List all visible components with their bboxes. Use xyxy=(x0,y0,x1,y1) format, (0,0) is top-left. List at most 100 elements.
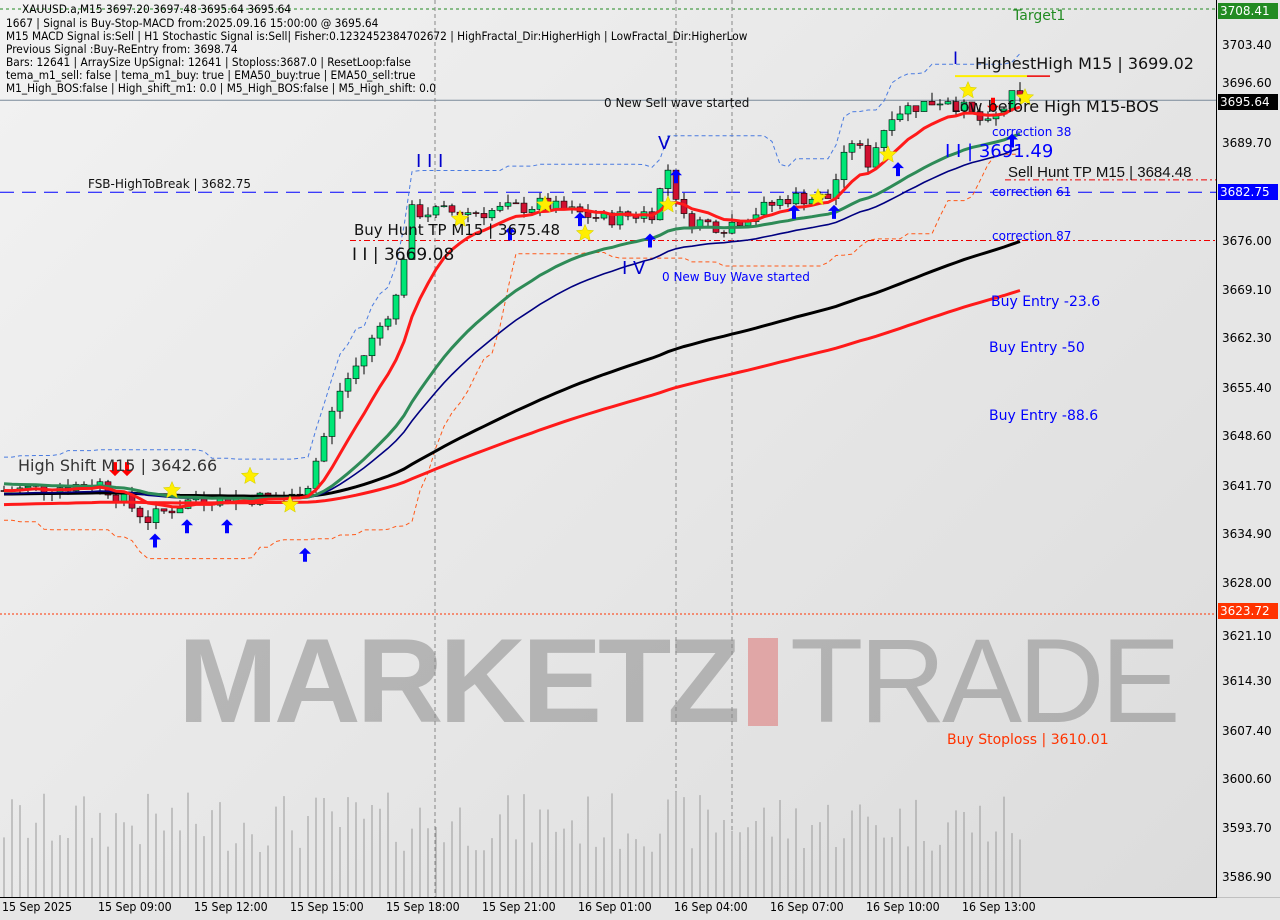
price-tick-label: 3634.90 xyxy=(1222,527,1272,542)
new-sell-wave-label: 0 New Sell wave started xyxy=(604,96,750,110)
new-buy-wave-label: 0 New Buy Wave started xyxy=(662,270,810,284)
candle-body xyxy=(904,105,912,115)
candle-body xyxy=(720,232,728,234)
price-tick-label: 3655.40 xyxy=(1222,380,1272,395)
wave-iii-label: I I I xyxy=(416,151,444,172)
price-tick-label: 3662.30 xyxy=(1222,331,1272,346)
candle-body xyxy=(392,294,400,320)
buy-entry-23-label: Buy Entry -23.6 xyxy=(991,294,1101,310)
wave-ii-left-label: I I | 3669.08 xyxy=(352,245,455,265)
candle-body xyxy=(688,213,696,229)
candle-body xyxy=(792,192,800,205)
signal-star-icon xyxy=(1015,87,1035,106)
candle-body xyxy=(400,259,408,296)
candle-body xyxy=(856,143,864,146)
buy-arrow-icon xyxy=(892,162,904,177)
target1-label: Target1 xyxy=(1013,8,1066,24)
signal-star-icon xyxy=(658,195,678,213)
candle-body xyxy=(328,410,336,437)
price-tick-label: 3696.60 xyxy=(1222,76,1272,91)
buy-stoploss-label: Buy Stoploss | 3610.01 xyxy=(947,732,1109,748)
buy-arrow-icon xyxy=(828,204,840,219)
candle-body xyxy=(360,355,368,367)
low-before-high-label: Low before High M15-BOS xyxy=(951,97,1159,116)
wave-iv-label: I V xyxy=(622,258,646,279)
candle-body xyxy=(424,214,432,218)
ema-slow-red-line xyxy=(3,289,1021,507)
info-symbol: XAUUSD.a,M15 3697.20 3697.48 3695.64 369… xyxy=(22,2,292,16)
candle-body xyxy=(776,199,784,206)
candle-body xyxy=(312,460,320,489)
candle-body xyxy=(336,390,344,412)
candle-body xyxy=(440,205,448,208)
candle-body xyxy=(160,508,168,512)
lower-band-line xyxy=(4,153,1020,560)
candle-body xyxy=(984,118,992,121)
candle-body xyxy=(760,201,768,216)
candle-body xyxy=(784,199,792,205)
candle-body xyxy=(344,378,352,392)
watermark-left: MARKETZ xyxy=(178,614,741,748)
candle-body xyxy=(496,205,504,211)
price-tag: 3682.75 xyxy=(1218,184,1278,201)
time-tick-label: 16 Sep 01:00 xyxy=(578,900,652,914)
correction-38-label: correction 38 xyxy=(992,125,1072,139)
candle-body xyxy=(176,508,184,514)
buy-arrow-icon xyxy=(181,519,193,534)
candle-body xyxy=(384,318,392,327)
buy-arrow-icon xyxy=(299,547,311,562)
buy-arrow-icon xyxy=(504,226,516,241)
signal-star-icon xyxy=(575,223,595,242)
price-tick-label: 3614.30 xyxy=(1222,674,1272,689)
buy-arrow-icon xyxy=(670,169,682,184)
candle-body xyxy=(960,101,968,112)
correction-87-label: correction 87 xyxy=(992,229,1072,243)
candle-body xyxy=(368,337,376,357)
price-tick-label: 3621.10 xyxy=(1222,628,1272,643)
price-tag: 3623.72 xyxy=(1218,602,1278,619)
sell-arrow-icon xyxy=(109,462,121,477)
price-tick-label: 3600.60 xyxy=(1222,772,1272,787)
candle-body xyxy=(488,210,496,219)
wave-v-label: V xyxy=(658,133,671,154)
price-tick-label: 3669.10 xyxy=(1222,282,1272,297)
candle-body xyxy=(872,147,880,168)
candle-body xyxy=(376,325,384,339)
highest-high-label: HighestHigh M15 | 3699.02 xyxy=(975,54,1194,73)
ema-navy-line xyxy=(3,147,1021,500)
time-tick-label: 16 Sep 13:00 xyxy=(962,900,1036,914)
wave-ii-label: I I | 3691.49 xyxy=(945,141,1054,162)
candle-body xyxy=(944,101,952,105)
candle-body xyxy=(320,436,328,462)
candle-body xyxy=(512,202,520,205)
time-tick-label: 16 Sep 07:00 xyxy=(770,900,844,914)
time-tick-label: 15 Sep 21:00 xyxy=(482,900,556,914)
buy-arrow-icon xyxy=(1006,133,1018,148)
candle-body xyxy=(136,507,144,518)
signal-star-icon xyxy=(878,145,898,163)
buy-entry-50-label: Buy Entry -50 xyxy=(989,340,1085,356)
signal-star-icon xyxy=(240,466,260,485)
candle-body xyxy=(408,204,416,260)
candle-body xyxy=(352,365,360,379)
candle-body xyxy=(936,103,944,106)
time-tick-label: 16 Sep 10:00 xyxy=(866,900,940,914)
watermark-right: TRADE xyxy=(790,614,1181,748)
candle-body xyxy=(592,217,600,219)
candle-body xyxy=(168,510,176,514)
candle-body xyxy=(472,212,480,214)
buy-entry-88-label: Buy Entry -88.6 xyxy=(989,408,1099,424)
ema-green-line xyxy=(3,132,1021,501)
price-tag: 3695.64 xyxy=(1218,94,1278,111)
signal-star-icon xyxy=(280,495,300,513)
price-tick-label: 3676.00 xyxy=(1222,233,1272,248)
sell-arrow-icon xyxy=(121,462,133,477)
time-axis xyxy=(0,898,1280,920)
candle-body xyxy=(616,211,624,226)
candle-body xyxy=(504,202,512,207)
candle-body xyxy=(840,151,848,181)
candle-body xyxy=(584,211,592,218)
chart-canvas xyxy=(0,0,1216,897)
candle-body xyxy=(152,508,160,523)
info-tema: tema_m1_sell: false | tema_m1_buy: true … xyxy=(6,68,416,82)
